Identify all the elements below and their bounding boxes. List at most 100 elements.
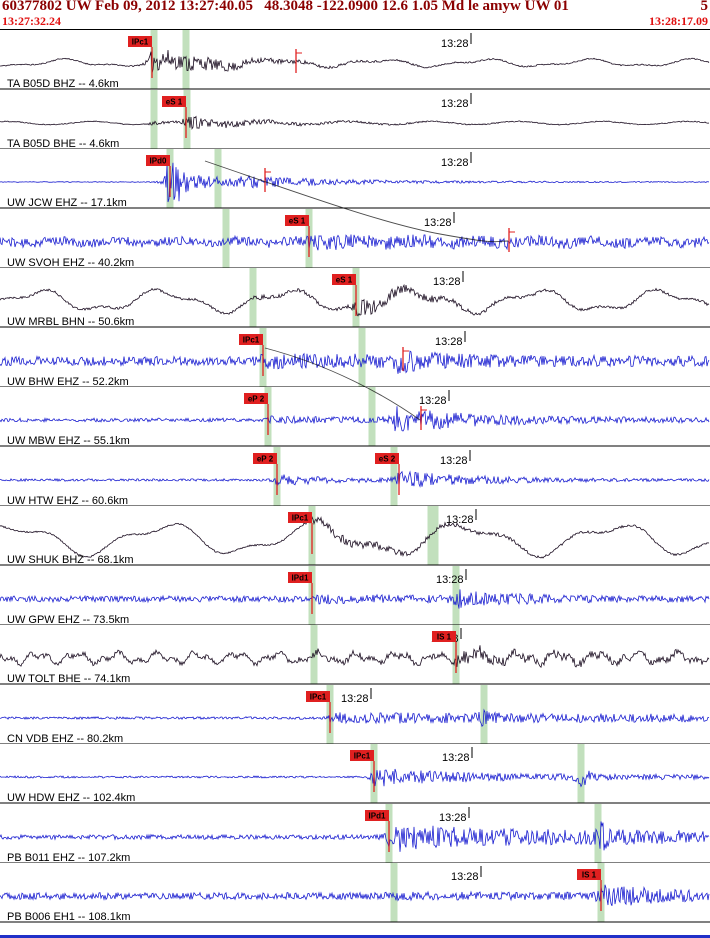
event-summary-line: 60377802 UW Feb 09, 2012 13:27:40.05 48.… xyxy=(2,0,708,15)
trace-row-4[interactable]: 13:28 eS 1 UW SVOH EHZ -- 40.2km xyxy=(0,208,710,269)
trace-row-5[interactable]: 13:28 eS 1 UW MRBL BHN -- 50.6km xyxy=(0,268,710,328)
seismogram-waveform xyxy=(0,707,710,727)
event-summary-text: 60377802 UW Feb 09, 2012 13:27:40.05 48.… xyxy=(2,0,569,14)
minute-time-label: 13:28 xyxy=(451,871,479,883)
phase-pick-flag[interactable] xyxy=(162,95,186,107)
phase-window-band xyxy=(427,506,439,566)
seismogram-waveform xyxy=(0,115,710,130)
phase-pick-flag[interactable] xyxy=(253,452,277,464)
trace-row-7[interactable]: 13:28 eP 2 UW MBW EHZ -- 55.1km xyxy=(0,387,710,447)
phase-pick-label: IPc1 xyxy=(243,335,260,344)
channel-label: PB B011 EHZ -- 107.2km xyxy=(7,852,130,864)
channel-label: UW TOLT BHE -- 74.1km xyxy=(7,673,130,685)
phase-pick-label: IPc1 xyxy=(354,752,371,761)
trace-row-6[interactable]: 13:28 IPc1 UW BHW EHZ -- 52.2km xyxy=(0,327,710,388)
phase-pick-label: eS 1 xyxy=(166,97,183,106)
phase-window-band xyxy=(452,565,460,625)
bottom-edge-bar xyxy=(0,935,710,938)
seismogram-waveform xyxy=(0,283,710,317)
channel-label: TA B05D BHZ -- 4.6km xyxy=(7,78,119,90)
phase-pick-label: IPd1 xyxy=(369,811,386,820)
trace-row-8[interactable]: 13:28 eP 2 eS 2 UW HTW EHZ -- 60.6km xyxy=(0,446,710,507)
channel-label: UW GPW EHZ -- 73.5km xyxy=(7,614,129,626)
phase-pick-flag[interactable] xyxy=(288,512,312,523)
phase-pick-flag[interactable] xyxy=(146,155,170,166)
phase-pick-flag[interactable] xyxy=(332,274,356,285)
phase-pick-flag[interactable] xyxy=(432,631,456,642)
time-window-line: 13:27:32.24 13:28:17.09 xyxy=(2,14,708,29)
phase-window-band xyxy=(390,863,398,923)
phase-pick-label: IS 1 xyxy=(437,633,452,642)
trace-row-9[interactable]: 13:28 IPc1 UW SHUK BHZ -- 68.1km xyxy=(0,506,710,566)
phase-window-band xyxy=(310,625,318,685)
phase-pick-flag[interactable] xyxy=(244,393,268,404)
minute-time-label: 13:28 xyxy=(419,395,447,407)
phase-pick-flag[interactable] xyxy=(128,36,152,47)
phase-pick-flag[interactable] xyxy=(288,571,312,583)
seismogram-waveform xyxy=(0,49,710,74)
seismogram-waveform xyxy=(0,233,710,250)
phase-window-band xyxy=(594,803,602,863)
phase-pick-label: eS 1 xyxy=(336,276,353,285)
seismogram-waveform xyxy=(0,349,710,374)
channel-label: PB B006 EH1 -- 108.1km xyxy=(7,911,131,923)
minute-time-label: 13:28 xyxy=(442,752,470,764)
phase-pick-label: eP 2 xyxy=(248,395,265,404)
channel-label: UW SHUK BHZ -- 68.1km xyxy=(7,554,134,566)
phase-pick-flag[interactable] xyxy=(239,333,263,345)
phase-pick-flag[interactable] xyxy=(577,869,601,880)
trace-row-3[interactable]: 13:28 IPd0 UW JCW EHZ -- 17.1km xyxy=(0,149,710,209)
trace-row-15[interactable]: 13:28 IS 1 PB B006 EH1 -- 108.1km xyxy=(0,863,710,923)
channel-label: UW HDW EHZ -- 102.4km xyxy=(7,792,135,804)
channel-label: TA B05D BHE -- 4.6km xyxy=(7,138,119,150)
seismogram-waveform xyxy=(0,645,710,668)
minute-time-label: 13:28 xyxy=(439,812,467,824)
header-right-number: 5 xyxy=(700,0,709,14)
minute-time-label: 13:28 xyxy=(435,336,463,348)
channel-label: UW JCW EHZ -- 17.1km xyxy=(7,197,127,209)
phase-pick-label: eP 2 xyxy=(257,454,274,463)
trace-row-14[interactable]: 13:28 IPd1 PB B011 EHZ -- 107.2km xyxy=(0,803,710,864)
seismogram-waveform xyxy=(0,768,710,788)
phase-window-band xyxy=(358,327,366,387)
minute-time-label: 13:28 xyxy=(446,514,474,526)
minute-time-label: 13:28 xyxy=(441,98,469,110)
event-header: 60377802 UW Feb 09, 2012 13:27:40.05 48.… xyxy=(0,0,710,30)
trace-row-2[interactable]: 13:28 eS 1 TA B05D BHE -- 4.6km xyxy=(0,89,710,150)
phase-pick-label: IPc1 xyxy=(292,514,309,523)
trace-row-12[interactable]: 13:28 IPc1 CN VDB EHZ -- 80.2km xyxy=(0,684,710,745)
seismogram-waveform xyxy=(0,884,710,907)
channel-label: UW SVOH EHZ -- 40.2km xyxy=(7,257,134,269)
phase-pick-label: IPd1 xyxy=(292,573,309,582)
phase-pick-flag[interactable] xyxy=(365,809,389,821)
phase-pick-label: eS 1 xyxy=(289,216,306,225)
trace-area: 13:28 IPc1 TA B05D BHZ -- 4.6km 13:28 eS 1 TA… xyxy=(0,30,710,923)
minute-time-label: 13:28 xyxy=(441,157,469,169)
phase-pick-label: eS 2 xyxy=(379,454,396,463)
phase-window-band xyxy=(150,89,158,149)
seismogram-waveform xyxy=(0,469,710,488)
trace-row-13[interactable]: 13:28 IPc1 UW HDW EHZ -- 102.4km xyxy=(0,744,710,804)
trace-row-10[interactable]: 13:28 IPd1 UW GPW EHZ -- 73.5km xyxy=(0,565,710,626)
window-end-time: 13:28:17.09 xyxy=(649,14,708,28)
phase-pick-flag[interactable] xyxy=(306,690,330,702)
phase-window-band xyxy=(214,149,222,209)
trace-row-1[interactable]: 13:28 IPc1 TA B05D BHZ -- 4.6km xyxy=(0,30,710,90)
channel-label: UW MBW EHZ -- 55.1km xyxy=(7,435,130,447)
channel-label: UW BHW EHZ -- 52.2km xyxy=(7,376,129,388)
channel-label: UW HTW EHZ -- 60.6km xyxy=(7,495,128,507)
seismogram-waveform xyxy=(0,406,710,432)
phase-pick-flag[interactable] xyxy=(350,750,374,761)
phase-pick-flag[interactable] xyxy=(375,452,399,464)
phase-pick-label: IS 1 xyxy=(582,871,597,880)
minute-time-label: 13:28 xyxy=(441,38,469,50)
minute-time-label: 13:28 xyxy=(440,455,468,467)
minute-time-label: 13:28 xyxy=(436,574,464,586)
seismogram-waveform xyxy=(0,515,710,559)
phase-window-band xyxy=(390,446,398,506)
minute-time-label: 13:28 xyxy=(424,217,452,229)
phase-window-band xyxy=(577,744,585,804)
phase-pick-label: IPd0 xyxy=(150,157,167,166)
